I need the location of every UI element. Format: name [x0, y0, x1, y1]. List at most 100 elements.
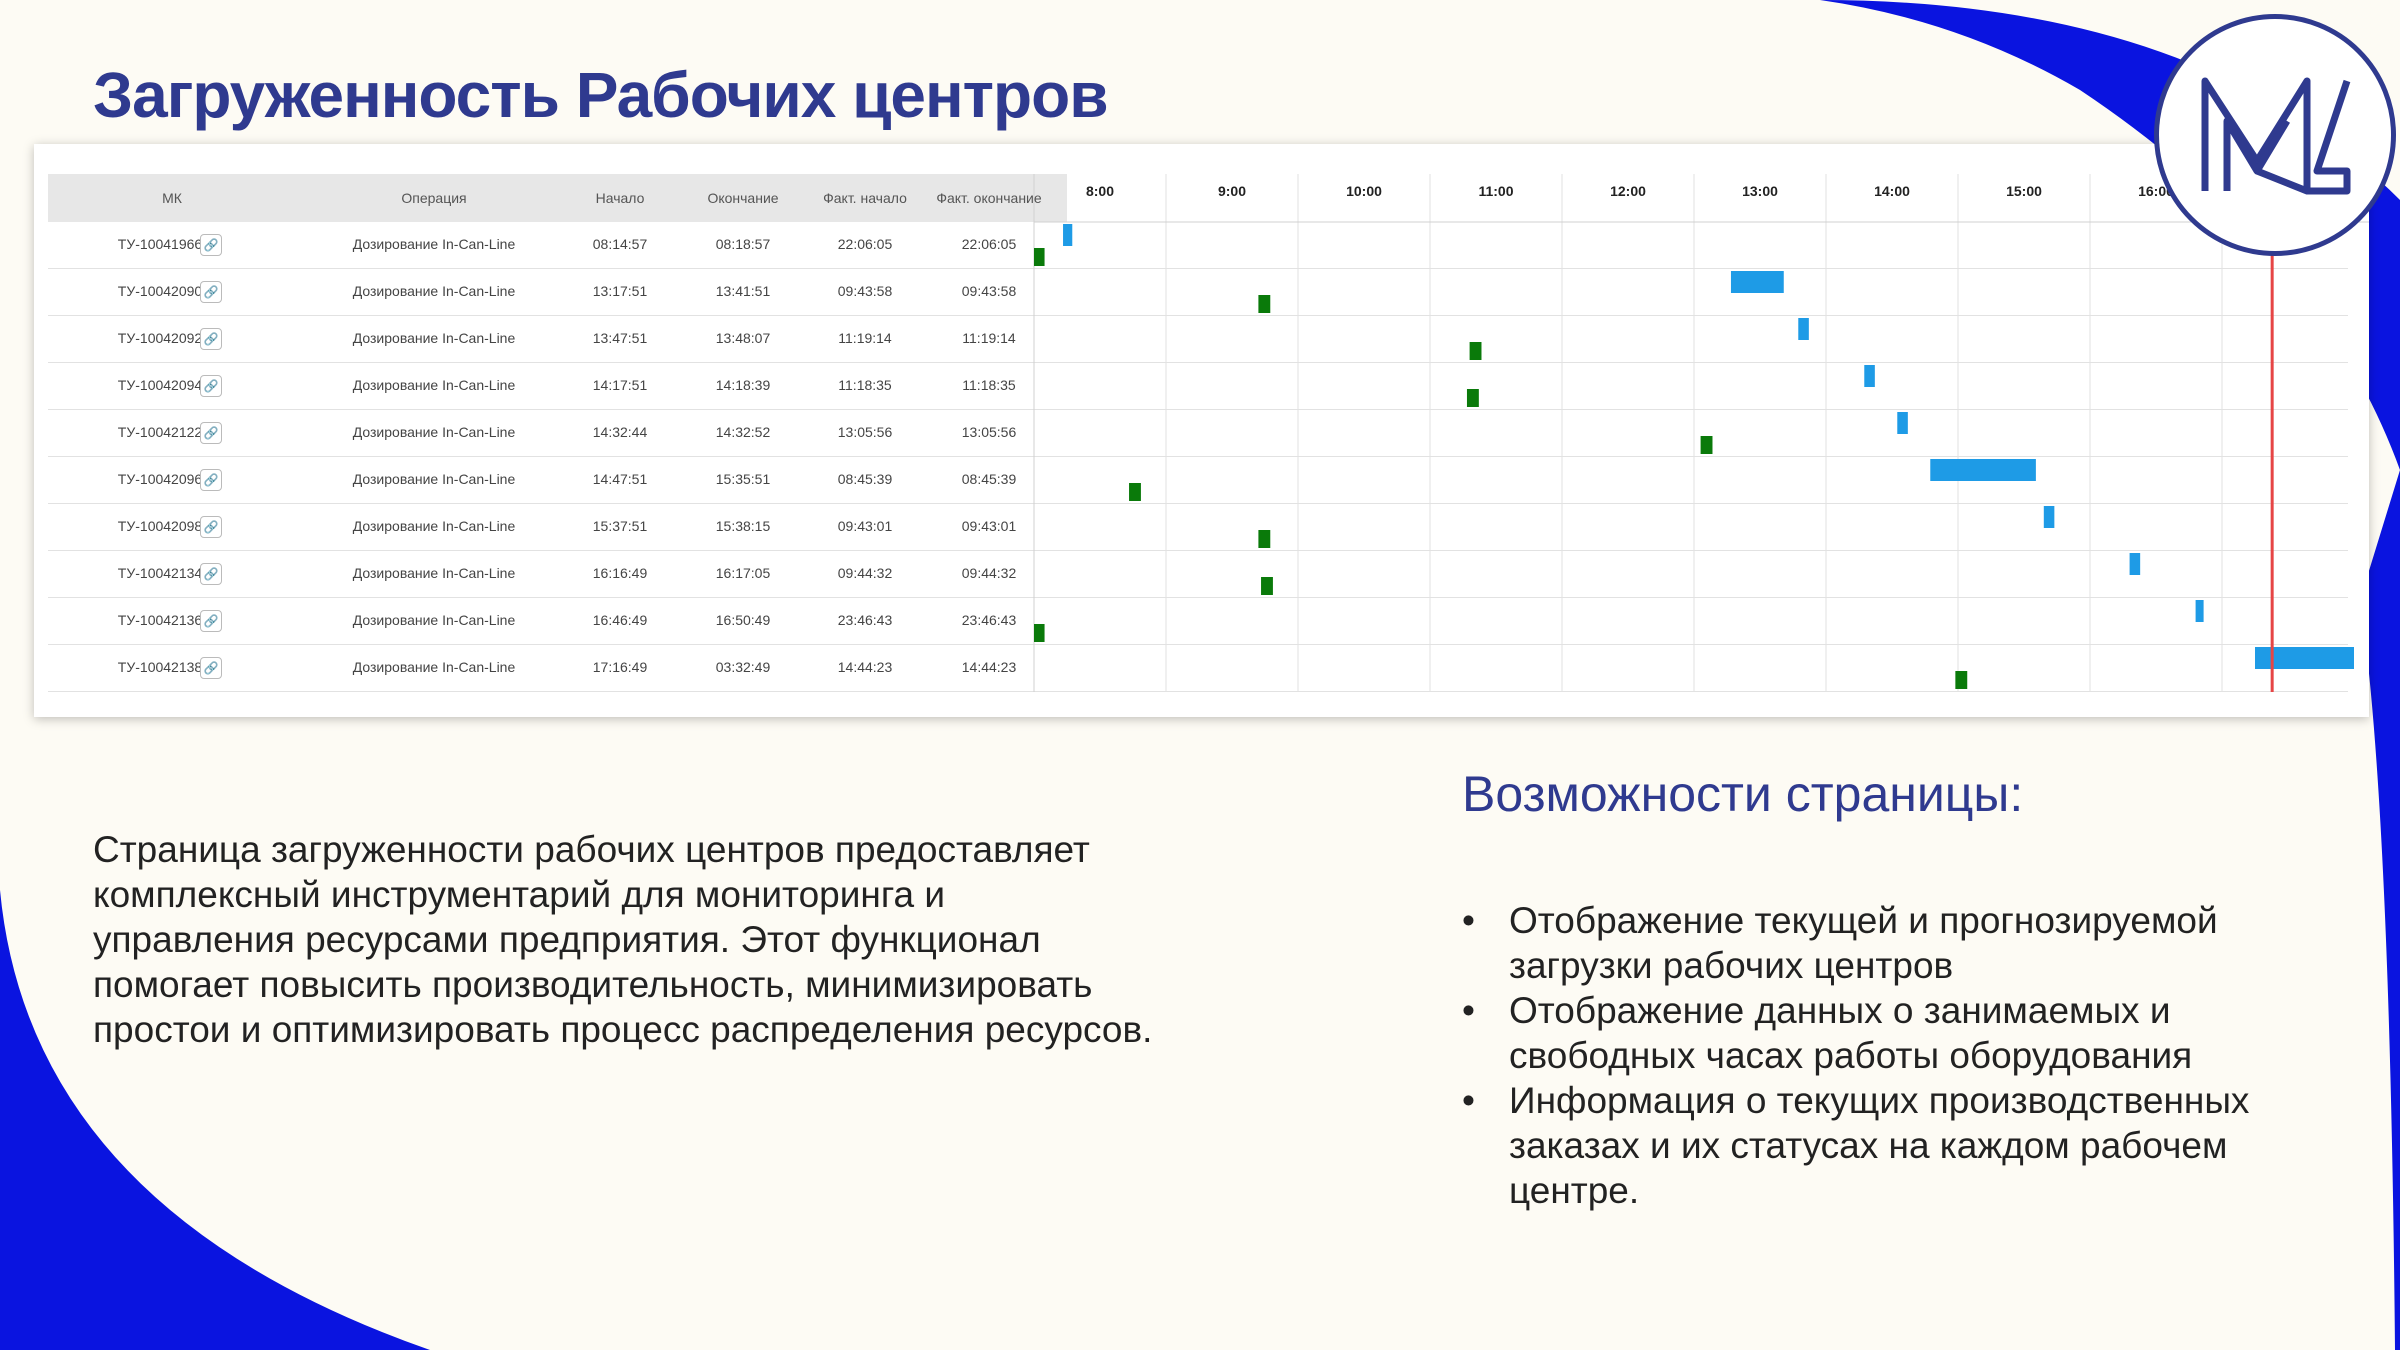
actual-bar[interactable]: [1700, 436, 1713, 454]
column-header[interactable]: МК: [162, 190, 182, 206]
column-header[interactable]: Факт. начало: [823, 190, 907, 206]
link-icon[interactable]: 🔗: [200, 469, 222, 491]
table-cell: 13:47:51: [592, 330, 648, 346]
table-cell: 16:46:49: [592, 612, 648, 628]
right-edge-blue-shape: [2360, 470, 2400, 1350]
hour-label: 8:00: [1086, 183, 1114, 199]
table-cell: 09:43:01: [837, 518, 893, 534]
table-cell: 14:44:23: [961, 659, 1017, 675]
order-number: ТУ-10042098: [117, 518, 203, 534]
hour-label: 11:00: [1478, 183, 1513, 199]
table-cell: 09:44:32: [837, 565, 893, 581]
planned-bar[interactable]: [1730, 271, 1784, 293]
actual-bar[interactable]: [1258, 530, 1271, 548]
column-header[interactable]: Операция: [401, 190, 467, 206]
row-divider: [48, 597, 2348, 598]
row-divider: [48, 315, 2348, 316]
actual-bar[interactable]: [1258, 295, 1271, 313]
table-cell: 08:18:57: [715, 236, 771, 252]
table-cell: 15:37:51: [592, 518, 648, 534]
company-logo: [2154, 14, 2396, 256]
actual-bar[interactable]: [1955, 671, 1968, 689]
link-icon[interactable]: 🔗: [200, 516, 222, 538]
planned-bar[interactable]: [2129, 553, 2141, 575]
planned-bar[interactable]: [1930, 459, 2036, 481]
link-icon[interactable]: 🔗: [200, 375, 222, 397]
link-icon[interactable]: 🔗: [200, 422, 222, 444]
table-cell: 03:32:49: [715, 659, 771, 675]
column-header[interactable]: Начало: [595, 190, 645, 206]
order-number: ТУ-10042090: [117, 283, 203, 299]
feature-item: • Отображение текущей и прогнозируемой за…: [1462, 898, 2262, 988]
hour-label: 12:00: [1610, 183, 1646, 199]
table-cell: Дозирование In-Can-Line: [352, 659, 516, 675]
table-cell: 11:18:35: [962, 377, 1016, 393]
actual-bar[interactable]: [1261, 577, 1273, 595]
table-cell: 16:17:05: [715, 565, 771, 581]
order-number: ТУ-10042092: [117, 330, 203, 346]
column-header[interactable]: Факт. окончание: [936, 190, 1042, 206]
table-cell: 15:38:15: [715, 518, 771, 534]
actual-bar[interactable]: [1469, 342, 1482, 360]
feature-text: Отображение текущей и прогнозируемой заг…: [1509, 900, 2218, 986]
table-cell: 08:45:39: [961, 471, 1017, 487]
table-cell: Дозирование In-Can-Line: [352, 565, 516, 581]
bottom-left-blue-shape: [0, 890, 430, 1350]
actual-bar[interactable]: [1034, 248, 1045, 266]
table-cell: 17:16:49: [592, 659, 648, 675]
column-header[interactable]: Окончание: [707, 190, 779, 206]
planned-bar[interactable]: [1798, 318, 1809, 340]
table-cell: 14:44:23: [837, 659, 893, 675]
link-icon[interactable]: 🔗: [200, 281, 222, 303]
planned-bar[interactable]: [1063, 224, 1073, 246]
table-cell: 15:35:51: [715, 471, 771, 487]
actual-bar[interactable]: [1034, 624, 1045, 642]
actual-bar[interactable]: [1466, 389, 1479, 407]
table-cell: Дозирование In-Can-Line: [352, 377, 516, 393]
table-cell: 08:14:57: [592, 236, 648, 252]
table-cell: 23:46:43: [961, 612, 1017, 628]
planned-bar[interactable]: [2255, 647, 2354, 669]
row-divider: [48, 268, 2348, 269]
row-divider: [48, 691, 2348, 692]
row-divider: [48, 409, 2348, 410]
table-cell: 14:32:44: [592, 424, 648, 440]
order-number: ТУ-10042094: [117, 377, 203, 393]
table-cell: 09:44:32: [961, 565, 1017, 581]
table-cell: 14:17:51: [592, 377, 648, 393]
row-divider: [48, 362, 2348, 363]
hour-label: 15:00: [2006, 183, 2042, 199]
table-cell: 11:19:14: [962, 330, 1016, 346]
table-cell: 09:43:01: [961, 518, 1017, 534]
planned-bar[interactable]: [2195, 600, 2204, 622]
bullet-icon: •: [1462, 990, 1475, 1031]
features-title: Возможности страницы:: [1462, 766, 2024, 822]
planned-bar[interactable]: [1864, 365, 1875, 387]
page-description: Страница загруженности рабочих центров п…: [93, 829, 1153, 1050]
order-number: ТУ-10042136: [117, 612, 203, 628]
table-cell: 16:50:49: [715, 612, 771, 628]
order-number: ТУ-10042134: [117, 565, 203, 581]
table-cell: Дозирование In-Can-Line: [352, 612, 516, 628]
bullet-icon: •: [1462, 1080, 1475, 1121]
table-cell: Дозирование In-Can-Line: [352, 471, 516, 487]
table-cell: 13:17:51: [592, 283, 648, 299]
link-icon[interactable]: 🔗: [200, 610, 222, 632]
planned-bar[interactable]: [2043, 506, 2055, 528]
feature-item: • Отображение данных о занимаемых и своб…: [1462, 988, 2262, 1078]
link-icon[interactable]: 🔗: [200, 563, 222, 585]
link-icon[interactable]: 🔗: [200, 234, 222, 256]
order-number: ТУ-10042138: [117, 659, 203, 675]
table-cell: 13:05:56: [961, 424, 1017, 440]
link-icon[interactable]: 🔗: [200, 657, 222, 679]
gantt-chart: 8:00 9:00 10:00 11:00 12:00 13:00 14:00 15:00 16…: [1033, 174, 2369, 692]
table-cell: 16:16:49: [592, 565, 648, 581]
hour-label: 14:00: [1874, 183, 1910, 199]
slide-title: Загруженность Рабочих центров: [93, 59, 1109, 131]
hour-label: 9:00: [1218, 183, 1246, 199]
actual-bar[interactable]: [1129, 483, 1141, 501]
link-icon[interactable]: 🔗: [200, 328, 222, 350]
planned-bar[interactable]: [1897, 412, 1908, 434]
bullet-icon: •: [1462, 900, 1475, 941]
table-cell: Дозирование In-Can-Line: [352, 518, 516, 534]
